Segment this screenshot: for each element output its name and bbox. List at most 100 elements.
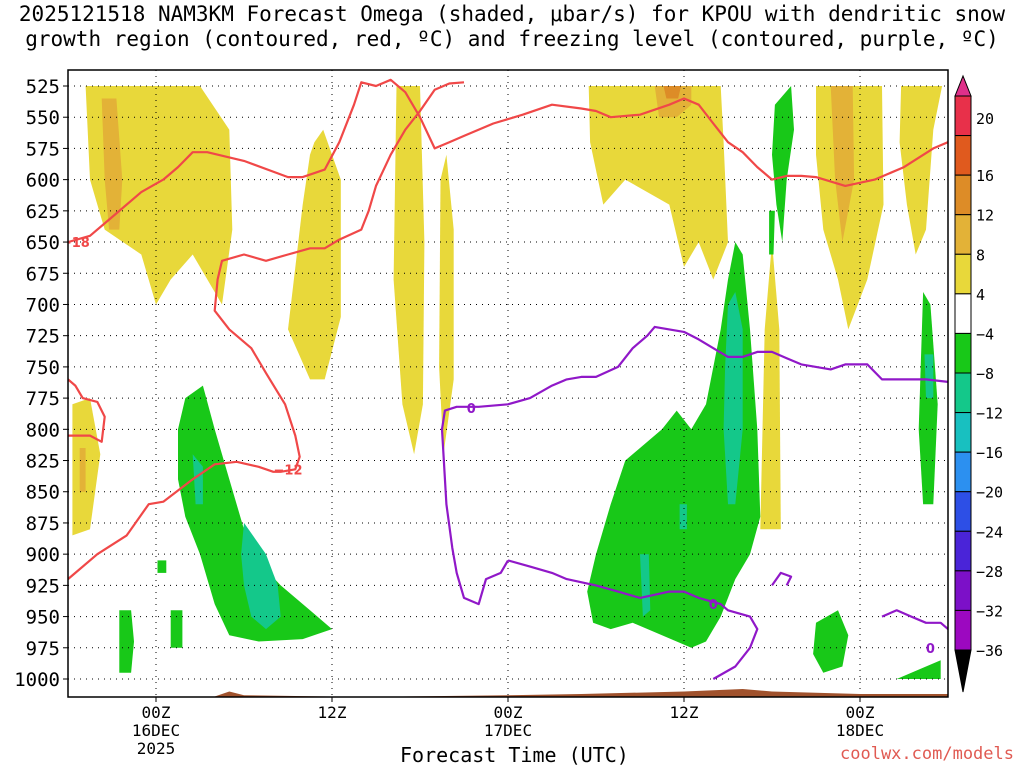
colorbar-label-11: −28 (976, 563, 1003, 581)
omega-region-sink-early (178, 385, 332, 642)
contour-label-freezing-level-mid: 0 (709, 598, 718, 613)
x-tick-label-54-0: 00Z (846, 703, 875, 722)
colorbar-label-12: −32 (976, 602, 1003, 620)
y-tick-label-575: 575 (26, 138, 60, 160)
y-tick-label-900: 900 (26, 544, 60, 566)
omega-region-rise-afternoon (588, 86, 728, 280)
colorbar-arrow-top (954, 74, 972, 97)
contour-label-dendritic-zone-upper: −18 (61, 236, 90, 251)
colorbar-label-0: 20 (976, 110, 994, 128)
terrain-surface (68, 689, 948, 697)
omega-region-sink-daytime-core (723, 292, 743, 505)
colorbar-label-3: 8 (976, 246, 985, 264)
y-tick-label-800: 800 (26, 419, 60, 441)
y-tick-label-1000: 1000 (14, 669, 60, 691)
colorbar-arrow-bottom (954, 649, 972, 693)
y-tick-label-525: 525 (26, 76, 60, 98)
x-tick-label-6-1: 16DEC (132, 721, 180, 740)
contour-freezing-level-right (881, 609, 948, 630)
x-tick-label-18-0: 12Z (318, 703, 347, 722)
colorbar-bin-1 (954, 135, 972, 176)
omega-region-rise-18z (393, 86, 425, 455)
colorbar-label-1: 16 (976, 167, 994, 185)
x-tick-label-30-1: 17DEC (484, 721, 532, 740)
omega-region-sink-early-dot (157, 560, 167, 573)
contour-label-freezing-level: 0 (467, 402, 476, 417)
colorbar: 20 16 12 8 4 −4 −8 −12 −16 −20 −24 −28 −32 −36 (954, 74, 1003, 693)
omega-region-sink-early-core (241, 522, 281, 630)
colorbar-label-8: −16 (976, 444, 1003, 462)
omega-region-sink-upper (772, 86, 794, 243)
y-tick-label-975: 975 (26, 638, 60, 660)
omega-region-sink-early-low2 (170, 610, 183, 648)
colorbar-bin-8 (954, 412, 972, 453)
contour-dendritic-zone-upper (68, 78, 948, 244)
chart-title: 2025121518 NAM3KM Forecast Omega (shaded… (0, 2, 1024, 52)
colorbar-bin-12 (954, 570, 972, 611)
colorbar-bin-11 (954, 530, 972, 572)
colorbar-bin-7 (954, 372, 972, 414)
omega-region-sink-early-low1 (119, 610, 134, 673)
site-credit[interactable]: coolwx.com/models (840, 744, 1014, 764)
colorbar-bin-3 (954, 214, 972, 255)
omega-region-rise-midday (288, 129, 341, 380)
plot-area: −18 −12 0 0 0 (61, 70, 948, 697)
x-tick-label-6-0: 00Z (142, 703, 171, 722)
omega-region-rise-evening (760, 242, 781, 530)
contour-dendritic-zone-left (68, 378, 106, 443)
colorbar-label-13: −36 (976, 642, 1003, 660)
omega-region-rise-afternoon-peak (663, 86, 682, 99)
y-tick-label-550: 550 (26, 107, 60, 129)
colorbar-label-5: −4 (976, 325, 994, 343)
colorbar-bin-10 (954, 491, 972, 532)
y-tick-label-650: 650 (26, 232, 60, 254)
y-tick-label-775: 775 (26, 388, 60, 410)
omega-region-rise-early (85, 86, 233, 305)
y-tick-label-725: 725 (26, 326, 60, 348)
colorbar-label-4: 4 (976, 286, 985, 304)
x-tick-label-6-2: 2025 (137, 739, 176, 758)
omega-region-rise-early-core (101, 98, 123, 230)
omega-region-rise-early-low (72, 398, 101, 536)
y-tick-label-875: 875 (26, 513, 60, 535)
colorbar-bin-13 (954, 609, 972, 651)
x-tick-label-30-0: 00Z (494, 703, 523, 722)
colorbar-bin-0 (954, 95, 972, 137)
colorbar-bin-9 (954, 451, 972, 493)
omega-region-rise-afternoon-core (654, 86, 692, 118)
omega-region-sink-late-low (813, 610, 849, 673)
y-tick-label-925: 925 (26, 575, 60, 597)
x-axis-title: Forecast Time (UTC) (400, 743, 629, 767)
omega-region-rise-early-low-core (79, 448, 86, 492)
chart-title-line1: 2025121518 NAM3KM Forecast Omega (shaded… (18, 2, 1006, 26)
colorbar-bin-5 (954, 293, 972, 334)
colorbar-bin-2 (954, 174, 972, 216)
contour-freezing-level-small (771, 571, 793, 587)
omega-region-rise-night (816, 86, 884, 330)
omega-region-rise-night-core (830, 86, 855, 243)
colorbar-bin-4 (954, 253, 972, 295)
omega-region-sink-late-right-core (924, 354, 934, 399)
contour-freezing-level (440, 325, 948, 606)
y-tick-label-750: 750 (26, 357, 60, 379)
y-tick-label-850: 850 (26, 482, 60, 504)
x-tick-label-54-1: 18DEC (836, 721, 884, 740)
y-tick-label-625: 625 (26, 201, 60, 223)
colorbar-bin-6 (954, 332, 972, 374)
colorbar-label-2: 12 (976, 207, 994, 225)
y-tick-label-675: 675 (26, 263, 60, 285)
y-tick-label-700: 700 (26, 294, 60, 316)
contour-dendritic-zone-lower (68, 81, 465, 580)
omega-region-sink-late-bottom (896, 660, 941, 679)
contour-freezing-level-mid (507, 559, 759, 680)
y-tick-label-600: 600 (26, 170, 60, 192)
omega-region-sink-daytime-core3 (679, 504, 687, 530)
y-tick-label-950: 950 (26, 607, 60, 629)
colorbar-label-10: −24 (976, 523, 1003, 541)
omega-region-sink-daytime-core2 (640, 554, 651, 617)
contour-label-dendritic-zone-lower: −12 (274, 463, 303, 478)
omega-region-sink-upper-dot (769, 210, 775, 255)
y-tick-label-825: 825 (26, 451, 60, 473)
chart-title-line2: growth region (contoured, red, ºC) and f… (25, 27, 999, 51)
